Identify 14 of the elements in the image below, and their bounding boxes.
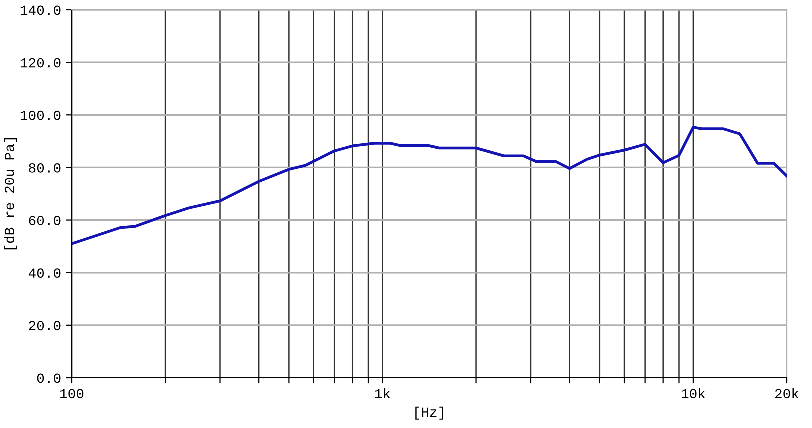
y-tick-label: 140.0 (20, 6, 61, 16)
y-tick-label: 80.0 (29, 163, 61, 173)
y-tick-label: 0.0 (37, 374, 61, 384)
y-tick-label: 120.0 (20, 58, 61, 68)
y-tick-label: 20.0 (29, 321, 61, 331)
y-axis-title: [dB re 20u Pa] (4, 138, 18, 250)
x-tick-label: 1k (375, 388, 390, 398)
x-axis-title: [Hz] (416, 406, 444, 420)
x-tick-label: 10k (682, 388, 706, 399)
y-tick-label: 100.0 (20, 110, 61, 120)
x-tick-label: 20k (775, 388, 799, 399)
y-tick-label: 40.0 (28, 268, 61, 278)
y-tick-label: 60.0 (29, 216, 61, 226)
x-tick-label: 100 (60, 389, 84, 399)
